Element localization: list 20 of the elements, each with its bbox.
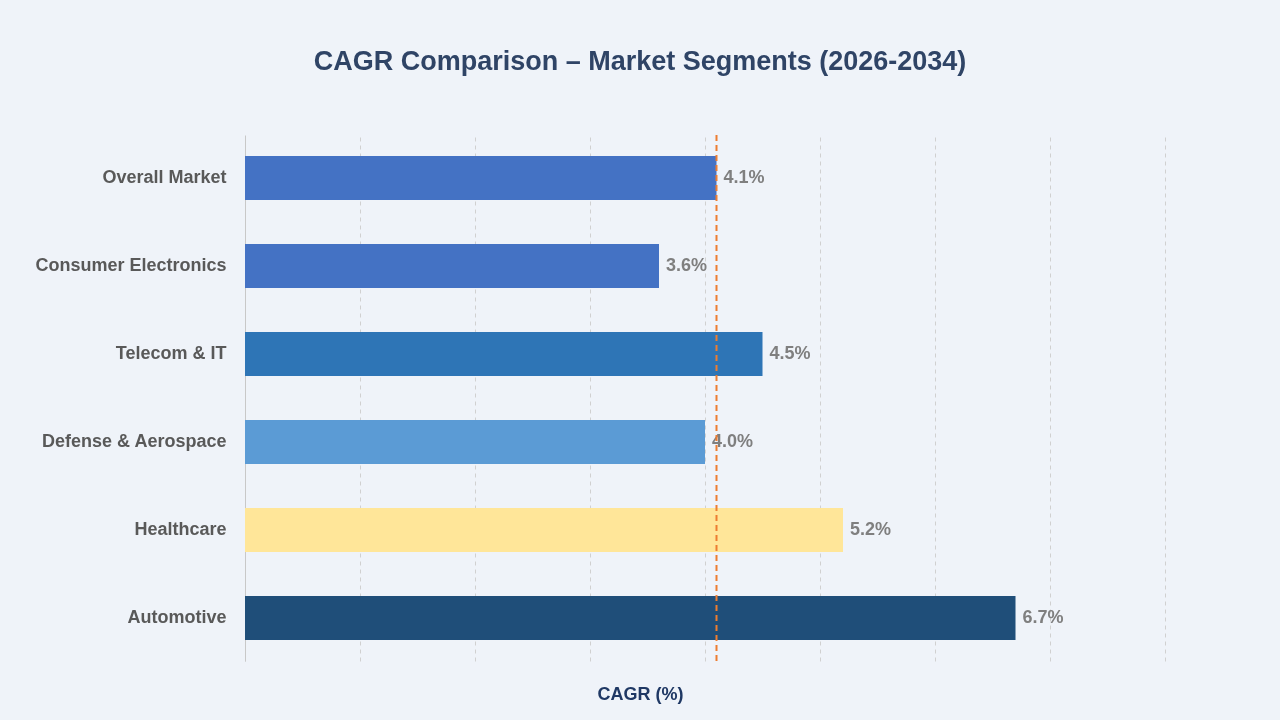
bar xyxy=(245,419,705,464)
data-label: 4.0% xyxy=(712,430,754,451)
data-label: 5.2% xyxy=(850,518,892,539)
bar xyxy=(245,507,843,552)
data-label: 3.6% xyxy=(666,255,708,276)
y-tick-label: Telecom & IT xyxy=(115,343,227,364)
chart-title: CAGR Comparison – Market Segments (2026-2034) xyxy=(313,46,967,76)
x-axis-title: CAGR (%) xyxy=(597,683,684,704)
bar xyxy=(245,595,1016,640)
bar xyxy=(245,244,659,289)
y-tick-label: Overall Market xyxy=(102,167,227,188)
y-tick-label: Defense & Aerospace xyxy=(42,430,227,451)
y-tick-label: Automotive xyxy=(127,606,227,627)
data-label: 4.1% xyxy=(723,167,765,188)
bar xyxy=(245,156,717,201)
data-label: 4.5% xyxy=(769,343,811,364)
y-tick-label: Consumer Electronics xyxy=(35,255,227,276)
y-tick-label: Healthcare xyxy=(134,518,227,539)
bar xyxy=(245,332,763,377)
data-label: 6.7% xyxy=(1022,606,1064,627)
